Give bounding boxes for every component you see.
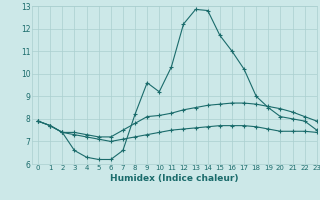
X-axis label: Humidex (Indice chaleur): Humidex (Indice chaleur)	[110, 174, 239, 183]
